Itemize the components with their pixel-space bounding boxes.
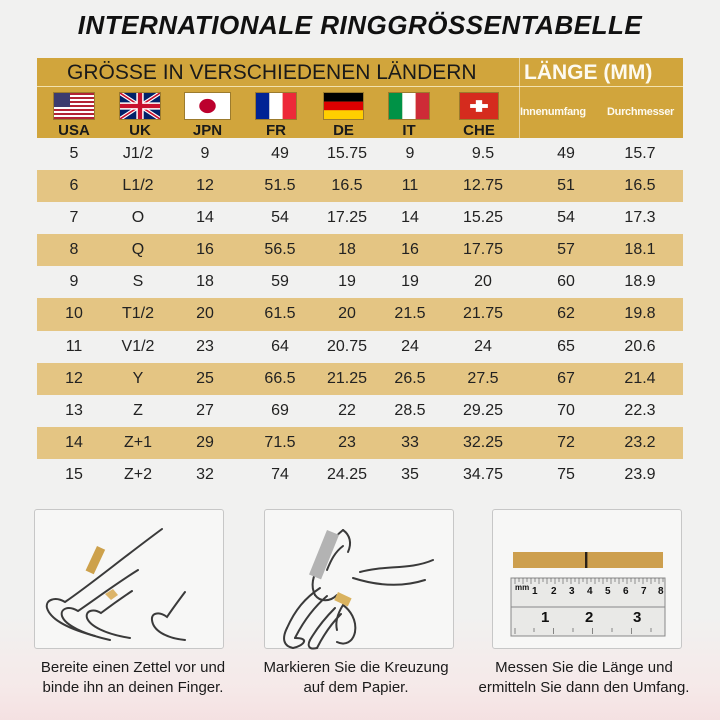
svg-text:8: 8	[658, 586, 664, 597]
svg-text:1: 1	[541, 609, 549, 626]
svg-text:2: 2	[551, 586, 557, 597]
svg-text:2: 2	[585, 609, 593, 626]
svg-text:3: 3	[569, 586, 575, 597]
svg-text:5: 5	[605, 586, 611, 597]
svg-text:1: 1	[532, 586, 538, 597]
svg-text:6: 6	[623, 586, 629, 597]
svg-text:7: 7	[641, 586, 647, 597]
svg-text:3: 3	[633, 609, 641, 626]
svg-text:4: 4	[587, 586, 593, 597]
svg-text:mm: mm	[515, 583, 529, 592]
